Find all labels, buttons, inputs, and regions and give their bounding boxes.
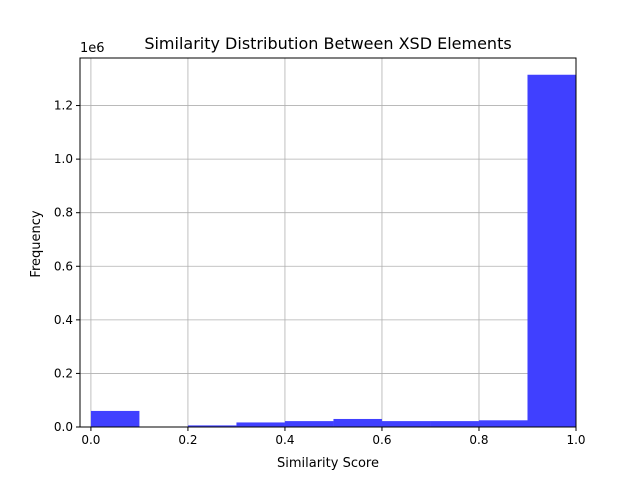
- x-tick-label: 0.6: [372, 433, 391, 447]
- y-tick-label: 0.8: [54, 206, 73, 220]
- axes: [76, 57, 577, 431]
- x-tick-label: 0.8: [469, 433, 488, 447]
- tick-labels: 0.0 0.2 0.4 0.6 0.8 1.0 0.0 0.2 0.4 0.6 0.8 1.0 1.2: [54, 99, 586, 447]
- histogram-bar: [527, 74, 576, 428]
- histogram-bar: [90, 410, 140, 427]
- chart-title: Similarity Distribution Between XSD Elem…: [144, 34, 511, 53]
- y-tick-label: 0.6: [54, 259, 73, 273]
- histogram-bar: [430, 421, 479, 427]
- histogram-bar: [381, 421, 431, 427]
- x-tick-label: 0.0: [81, 433, 100, 447]
- plot-frame: [79, 57, 577, 428]
- histogram-bar: [236, 422, 285, 427]
- y-axis-label: Frequency: [29, 210, 44, 277]
- x-tick-label: 0.2: [178, 433, 197, 447]
- grid-lines: [80, 58, 577, 428]
- y-offset-label: 1e6: [80, 41, 105, 56]
- histogram-bars: [90, 74, 576, 428]
- y-tick-label: 0.2: [54, 366, 73, 380]
- x-axis-label: Similarity Score: [277, 456, 379, 471]
- y-tick-label: 0.4: [54, 313, 73, 327]
- x-tick-label: 0.4: [275, 433, 294, 447]
- y-tick-label: 1.2: [54, 99, 73, 113]
- histogram-bar: [187, 425, 237, 427]
- histogram-bar: [478, 420, 528, 427]
- x-tick-label: 1.0: [566, 433, 585, 447]
- y-tick-label: 0.0: [54, 420, 73, 434]
- y-tick-label: 1.0: [54, 152, 73, 166]
- histogram-bar: [333, 418, 382, 427]
- histogram-bar: [284, 421, 334, 427]
